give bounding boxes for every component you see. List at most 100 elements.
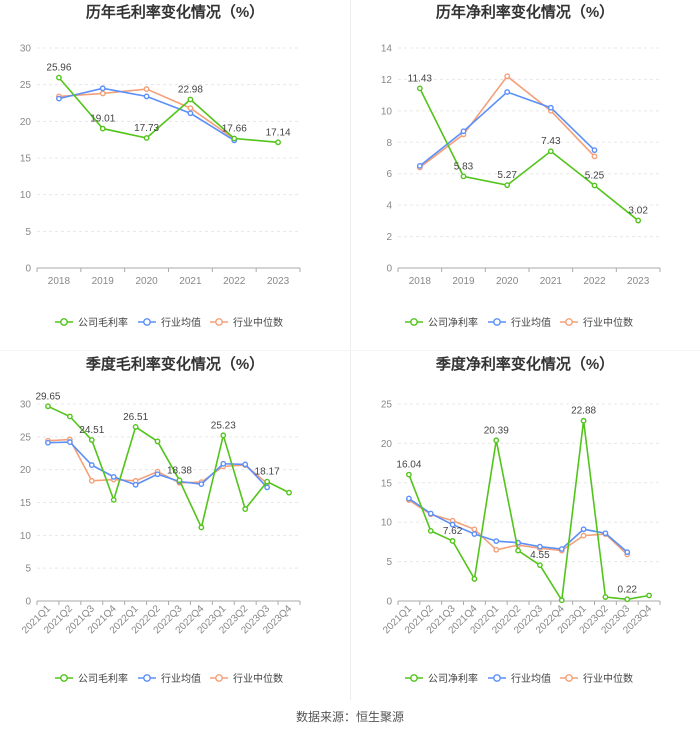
data-point-company <box>264 478 271 485</box>
data-point-company <box>231 135 238 142</box>
data-label: 0.22 <box>618 584 638 595</box>
data-point-company <box>56 74 62 81</box>
series-line-avg <box>47 441 268 488</box>
y-tick-label: 10 <box>20 531 32 542</box>
legend-marker-median <box>215 674 223 682</box>
legend-label-avg[interactable]: 行业均值 <box>511 672 551 685</box>
data-label: 4.55 <box>530 550 550 561</box>
x-tick-label: 2023 <box>267 276 290 287</box>
x-tick-label: 2022 <box>583 276 606 287</box>
legend-label-company[interactable]: 公司毛利率 <box>78 672 128 685</box>
legend-label-company[interactable]: 公司净利率 <box>428 316 478 329</box>
data-label: 17.66 <box>222 123 247 134</box>
quarterly-net-margin-svg: 季度净利率变化情况（%）05101520252021Q12021Q22021Q3… <box>381 355 661 685</box>
legend-label-median[interactable]: 行业中位数 <box>233 672 283 685</box>
legend-label-median[interactable]: 行业中位数 <box>233 316 283 329</box>
y-tick-label: 20 <box>381 439 393 450</box>
data-point-avg <box>220 460 227 467</box>
data-point-avg <box>264 484 271 491</box>
x-tick-label: 2018 <box>48 276 71 287</box>
annual-gross-margin-chart: 历年毛利率变化情况（%） 0 5 10 15 20 25 30 2018 2019 2020 2021… <box>0 0 350 350</box>
legend-label-avg[interactable]: 行业均值 <box>511 316 551 329</box>
legend-label-median[interactable]: 行业中位数 <box>583 316 633 329</box>
y-tick-label: 20 <box>20 117 32 128</box>
y-tick-label: 5 <box>25 564 31 575</box>
legend-label-median[interactable]: 行业中位数 <box>583 672 633 685</box>
data-point-median <box>99 90 106 97</box>
annual-gross-margin-svg: 历年毛利率变化情况（%） 0 5 10 15 20 25 30 2018 2019 2020 2021… <box>20 3 301 329</box>
data-label: 18.17 <box>255 467 280 478</box>
data-point-company <box>558 597 565 604</box>
legend-marker-median <box>215 318 223 326</box>
data-point-company <box>537 562 543 569</box>
data-point-company <box>602 594 609 600</box>
y-tick-label: 0 <box>25 597 31 608</box>
data-point-company <box>220 432 227 439</box>
y-tick-label: 25 <box>381 400 393 411</box>
data-source-footer: 数据来源：恒生聚源 <box>295 710 404 724</box>
data-point-company <box>471 576 478 582</box>
data-point-avg <box>602 530 609 537</box>
quarterly-net-margin-chart: 季度净利率变化情况（%） 0 5 10 15 20 25 2021Q1 2021Q2 2021Q3… <box>350 352 700 702</box>
data-point-company <box>580 417 587 424</box>
series-line-company <box>408 420 650 603</box>
legend-label-company[interactable]: 公司净利率 <box>428 672 478 685</box>
data-label: 16.04 <box>396 460 421 471</box>
y-tick-label: 2 <box>386 232 392 243</box>
data-label: 26.51 <box>123 412 148 423</box>
legend-label-avg[interactable]: 行业均值 <box>161 316 201 329</box>
y-tick-label: 0 <box>386 597 392 608</box>
legend-label-avg[interactable]: 行业均值 <box>161 672 201 685</box>
data-point-company <box>88 437 95 443</box>
x-tick-label: 2021 <box>179 276 202 287</box>
y-tick-label: 10 <box>20 190 32 201</box>
data-point-company <box>427 527 434 534</box>
y-tick-label: 0 <box>25 264 31 275</box>
data-point-median <box>88 477 95 484</box>
data-point-company <box>504 182 511 189</box>
data-point-company <box>624 596 631 603</box>
annual-net-margin-svg: 历年净利率变化情况（%） 0 2 4 6 8 10 12 14 2018 2019 2020 2021 2… <box>381 3 661 329</box>
data-label: 3.02 <box>628 206 648 217</box>
data-point-company <box>493 437 500 444</box>
data-point-avg <box>591 147 598 154</box>
data-label: 17.73 <box>134 123 159 134</box>
data-point-company <box>460 173 467 180</box>
data-point-company <box>154 438 161 445</box>
data-point-avg <box>416 162 423 169</box>
data-point-company <box>635 217 642 224</box>
data-point-avg <box>56 95 62 102</box>
y-tick-label: 12 <box>381 75 393 86</box>
data-label: 24.51 <box>79 425 104 436</box>
legend-marker-company <box>60 674 68 682</box>
legend-marker-company <box>410 674 418 682</box>
data-label: 25.23 <box>211 420 236 431</box>
legend-marker-avg <box>493 674 501 682</box>
legend-label-company[interactable]: 公司毛利率 <box>78 316 128 329</box>
x-tick-label: 2020 <box>496 276 519 287</box>
series-line-company <box>47 405 290 530</box>
x-tick-label: 2019 <box>92 276 115 287</box>
data-label: 18.38 <box>167 465 192 476</box>
chart-title: 季度毛利率变化情况（%） <box>86 355 264 373</box>
data-label: 5.83 <box>454 161 474 172</box>
chart-title: 历年净利率变化情况（%） <box>436 3 614 21</box>
x-tick-label: 2020 <box>135 276 158 287</box>
x-tick-label: 2023 <box>627 276 650 287</box>
data-point-median <box>493 546 500 553</box>
y-tick-label: 15 <box>20 498 32 509</box>
y-tick-label: 15 <box>381 478 393 489</box>
data-point-avg <box>427 510 434 517</box>
data-point-avg <box>187 110 194 117</box>
data-point-company <box>515 547 521 554</box>
data-point-median <box>504 73 511 80</box>
quarterly-gross-margin-svg: 季度毛利率变化情况（%）0510152025302021Q12021Q22021… <box>20 355 301 685</box>
data-point-median <box>591 153 598 160</box>
legend-marker-median <box>565 318 573 326</box>
data-point-avg <box>537 543 543 550</box>
y-tick-label: 10 <box>381 518 393 529</box>
data-point-avg <box>143 93 150 100</box>
data-point-avg <box>198 481 205 488</box>
data-point-company <box>416 85 423 92</box>
legend-marker-avg <box>143 674 151 682</box>
